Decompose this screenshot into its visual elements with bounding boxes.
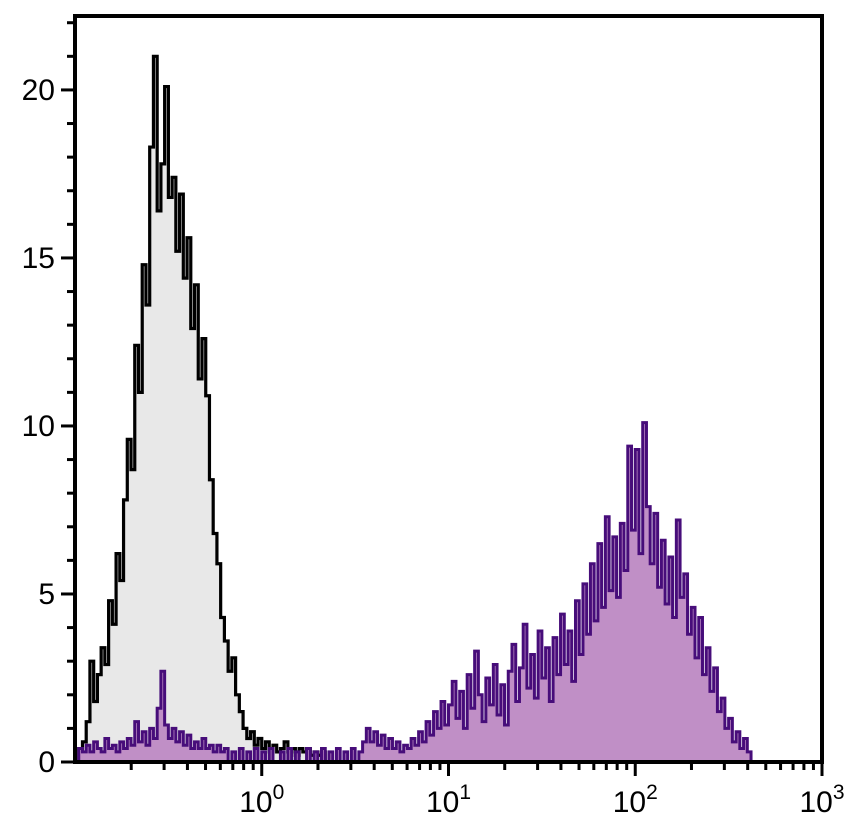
x-axis-ticks <box>129 762 824 776</box>
x-tick-label: 101 <box>426 781 471 819</box>
y-axis-labels: 0 5 10 15 20 <box>22 74 55 779</box>
y-tick-label: 0 <box>38 746 55 779</box>
y-tick-label: 10 <box>22 410 55 443</box>
x-tick-label: 102 <box>613 781 658 819</box>
x-tick-label: 103 <box>799 781 844 819</box>
series-stained-population <box>75 421 755 764</box>
x-tick-label: 100 <box>239 781 284 819</box>
y-axis-ticks <box>61 21 75 764</box>
y-tick-label: 20 <box>22 74 55 107</box>
y-tick-label: 15 <box>22 242 55 275</box>
y-tick-label: 5 <box>38 578 55 611</box>
x-axis-labels: 100 101 102 103 <box>239 781 844 819</box>
series-negative-control-population <box>77 54 329 764</box>
series-layer <box>75 54 755 764</box>
